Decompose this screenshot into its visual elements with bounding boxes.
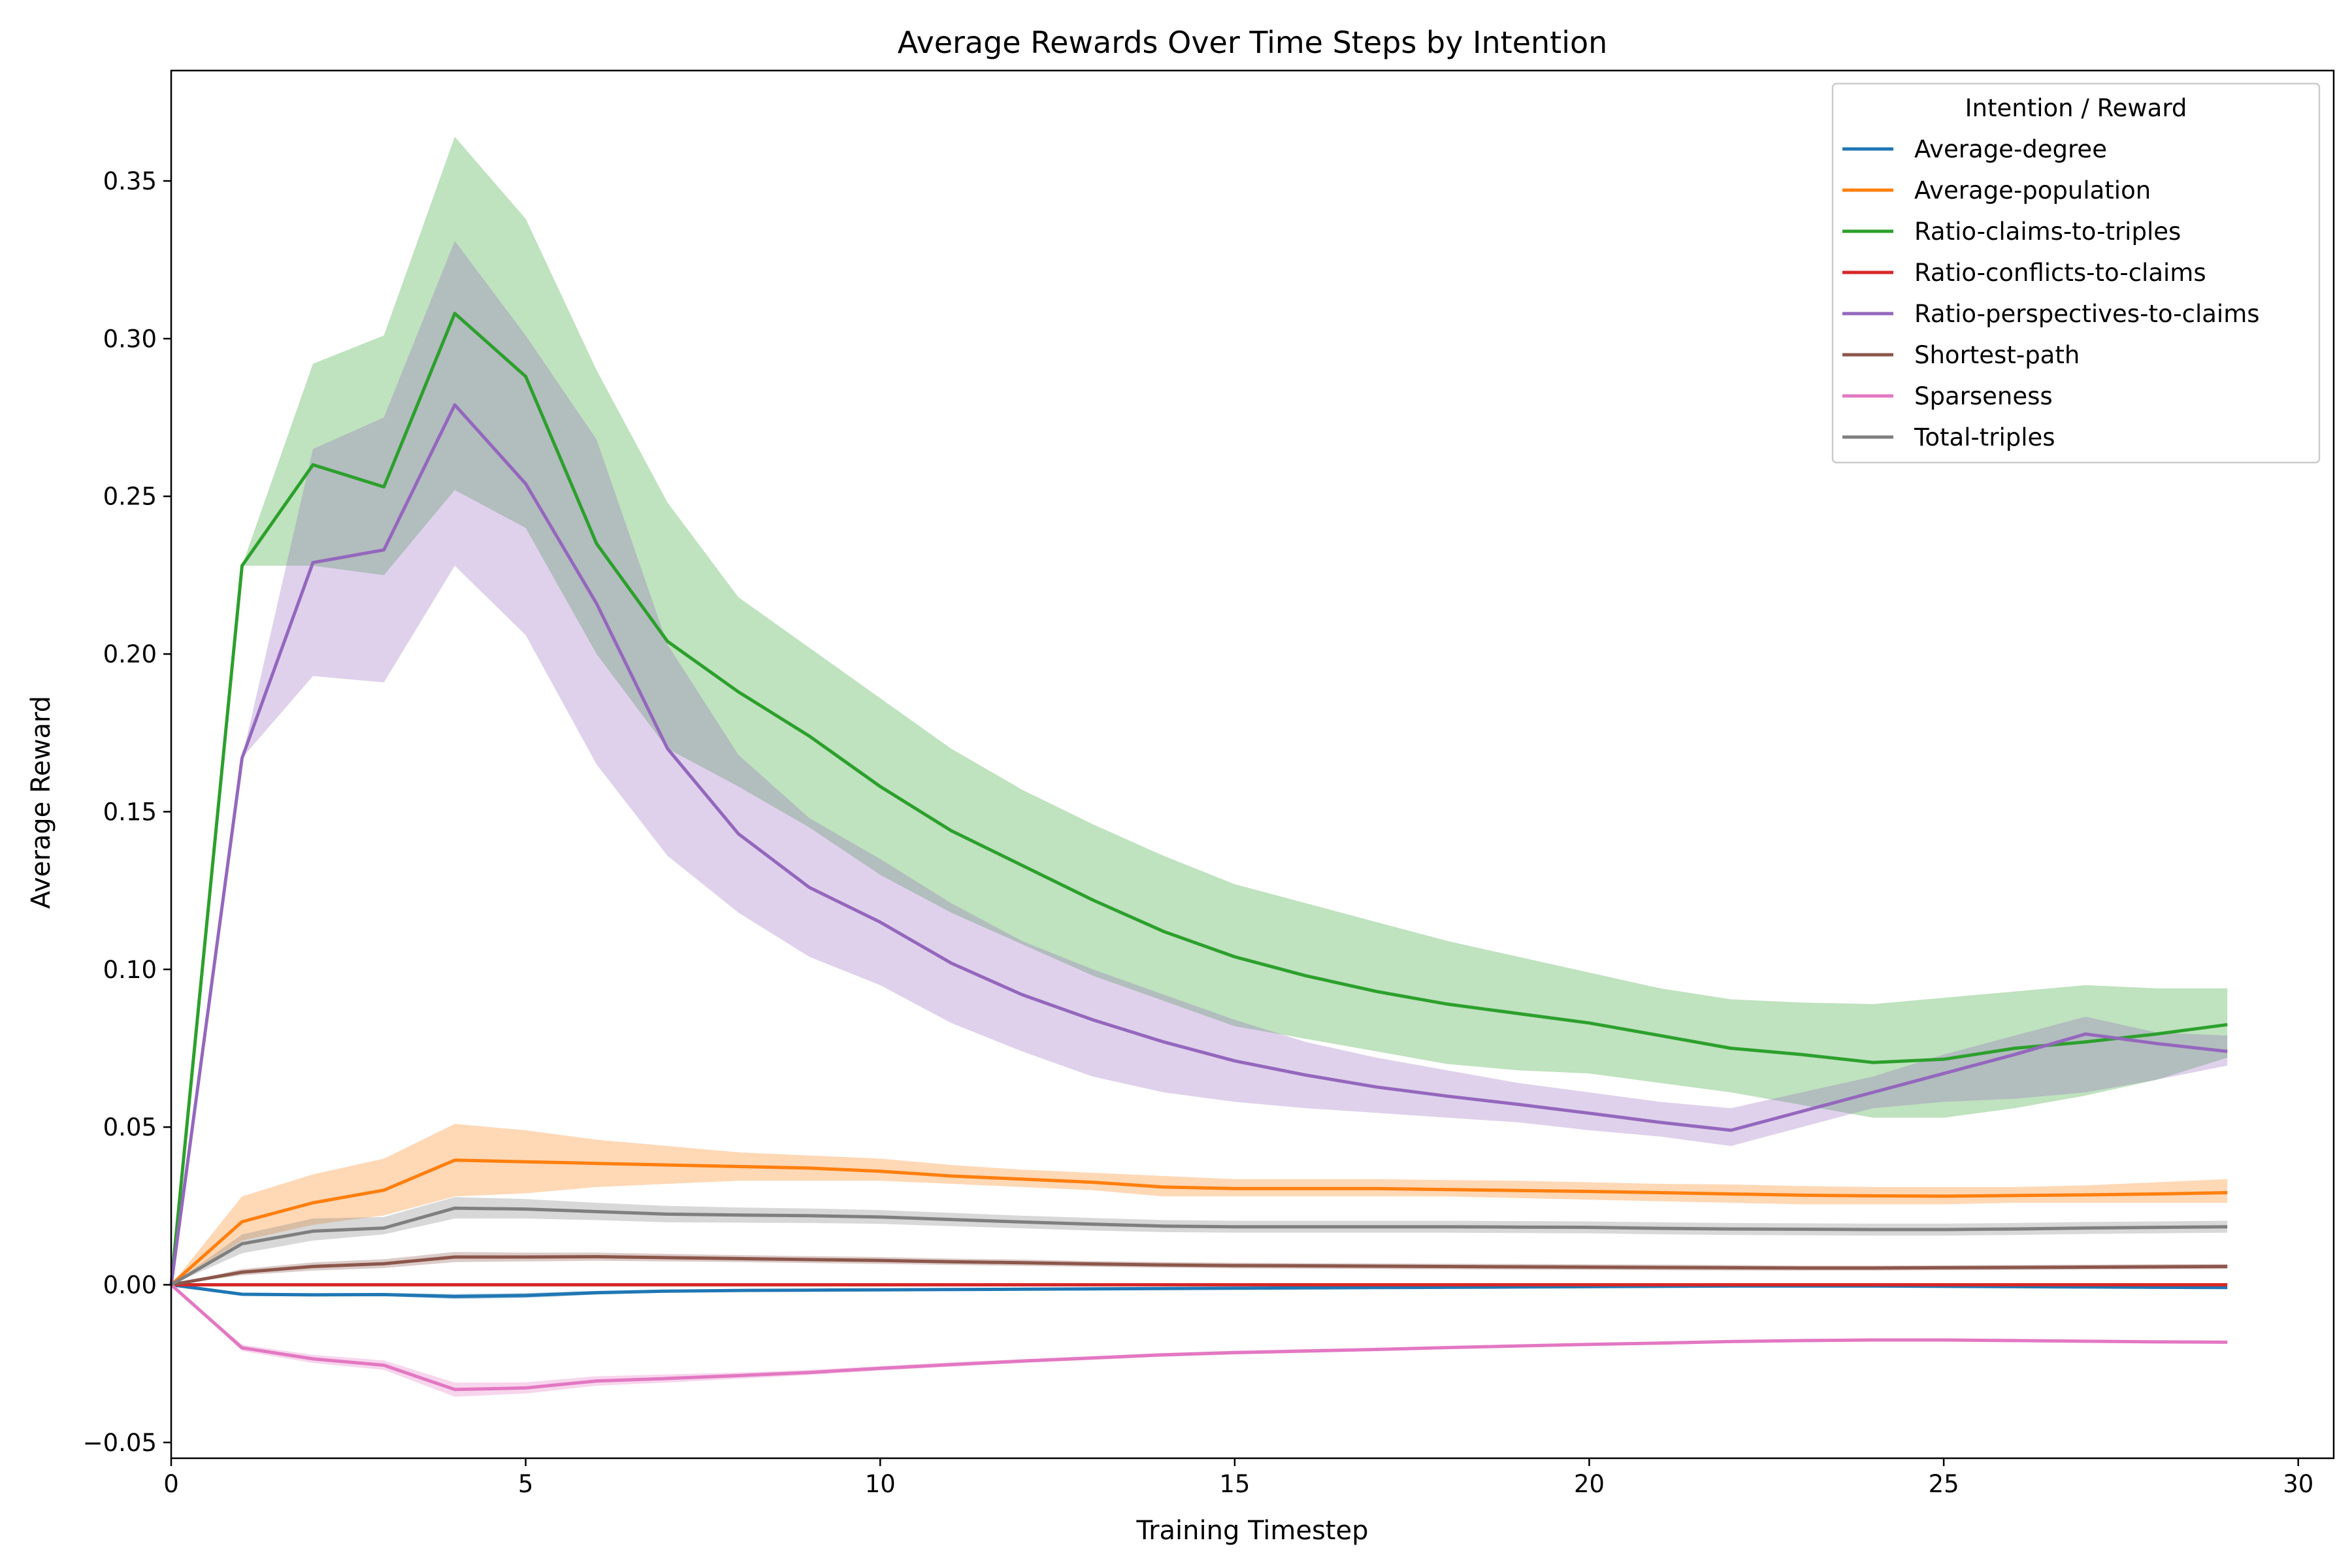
chart-title: Average Rewards Over Time Steps by Inten… [898, 25, 1608, 60]
y-tick-label-3: 0.10 [103, 956, 157, 984]
y-tick-label-7: 0.30 [103, 325, 157, 353]
y-axis-title: Average Reward [26, 696, 56, 909]
legend: Intention / Reward Average-degreeAverage… [1831, 82, 2321, 464]
legend-label-total-triples: Total-triples [1914, 423, 2055, 451]
legend-frame [1831, 82, 2321, 464]
x-tick-label-0: 0 [163, 1470, 179, 1498]
y-tick-label-5: 0.20 [103, 640, 157, 668]
band-shortest-path [171, 1252, 2228, 1285]
y-tick-label-8: 0.35 [103, 167, 157, 195]
x-tick-label-15: 15 [1219, 1470, 1250, 1498]
legend-items: Average-degree Average-population Ratio-cl… [1842, 135, 2260, 451]
band-ratio-claims-to-triples [171, 137, 2228, 1285]
y-axis: −0.05 0.00 0.05 0.10 0.15 0.20 0.25 0.30 0.35 [83, 167, 171, 1457]
legend-title: Intention / Reward [1965, 94, 2187, 122]
y-tick-label-1: 0.00 [103, 1271, 157, 1299]
plot-area-frame [170, 69, 2335, 1460]
series-line-shortest-path [171, 1255, 2228, 1286]
series-line-total-triples [170, 1206, 2228, 1286]
y-tick-label-6: 0.25 [103, 483, 157, 511]
x-tick-label-25: 25 [1929, 1470, 1959, 1498]
y-tick-label-0: −0.05 [83, 1429, 157, 1457]
legend-label-ratio-claims-to-triples: Ratio-claims-to-triples [1914, 218, 2181, 246]
series-line-average-population [170, 1158, 2228, 1286]
series-line-ratio-perspectives-to-claims [169, 403, 2228, 1285]
legend-label-shortest-path: Shortest-path [1914, 341, 2080, 369]
series-line-ratio-claims-to-triples [169, 312, 2228, 1285]
series-lines [169, 312, 2228, 1392]
x-tick-label-30: 30 [2283, 1470, 2313, 1498]
band-ratio-perspectives-to-claims [171, 240, 2228, 1285]
x-tick-label-10: 10 [865, 1470, 896, 1498]
y-tick-label-4: 0.15 [103, 798, 157, 826]
legend-label-ratio-perspectives-to-claims: Ratio-perspectives-to-claims [1914, 300, 2260, 328]
series-line-sparseness [170, 1283, 2228, 1392]
x-axis: 0 5 10 15 20 25 30 [163, 1458, 2313, 1498]
legend-label-average-population: Average-population [1914, 176, 2151, 204]
band-total-triples [171, 1197, 2228, 1285]
y-tick-label-2: 0.05 [103, 1113, 157, 1141]
x-axis-title: Training Timestep [1136, 1516, 1369, 1546]
legend-label-ratio-conflicts-to-claims: Ratio-conflicts-to-claims [1914, 259, 2206, 287]
legend-label-average-degree: Average-degree [1914, 135, 2107, 163]
legend-label-sparseness: Sparseness [1914, 382, 2053, 410]
x-tick-label-20: 20 [1574, 1470, 1605, 1498]
x-tick-label-5: 5 [518, 1470, 534, 1498]
